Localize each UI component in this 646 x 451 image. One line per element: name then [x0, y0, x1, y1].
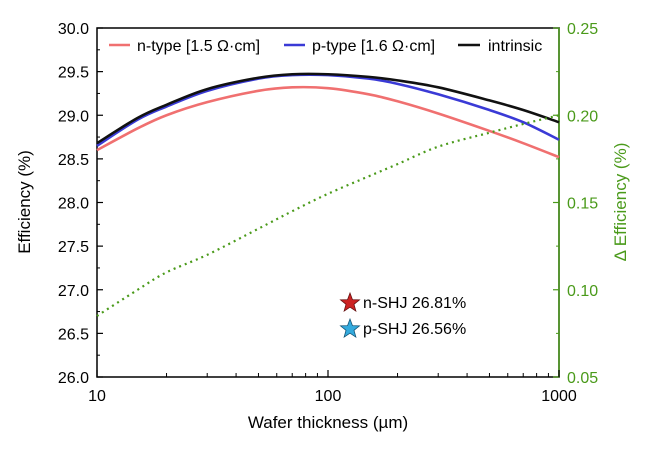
y2-axis-title: Δ Efficiency (%): [611, 143, 630, 262]
y2-tick-label: 0.10: [567, 283, 598, 300]
legend: n-type [1.5 Ω·cm] p-type [1.6 Ω·cm] intr…: [109, 38, 542, 55]
y-tick-label: 27.5: [58, 239, 89, 256]
y-axis-ticks: 26.0 26.5 27.0 27.5 28.0 28.5 29.0 29.5 30.0: [58, 21, 103, 387]
x-tick-label: 10: [88, 388, 106, 405]
series-line-0: [96, 85, 560, 159]
plot-area: [96, 27, 560, 378]
y-axis-title: Efficiency (%): [15, 150, 34, 254]
x-tick-label: 100: [315, 388, 342, 405]
y2-tick-label: 0.15: [567, 196, 598, 213]
series-layer: [96, 72, 560, 317]
x-axis-ticks: 10 100 1000: [88, 370, 577, 405]
y-tick-label: 28.5: [58, 152, 89, 169]
p-shj-label: p-SHJ 26.56%: [363, 321, 466, 338]
annotations: n-SHJ 26.81% p-SHJ 26.56%: [339, 291, 466, 339]
y-tick-label: 29.0: [58, 108, 89, 125]
legend-label-intrinsic: intrinsic: [488, 38, 542, 55]
y-tick-label: 26.5: [58, 326, 89, 343]
y-tick-label: 30.0: [58, 21, 89, 38]
legend-label-n-type: n-type [1.5 Ω·cm]: [137, 38, 260, 55]
series-line-2: [96, 72, 560, 145]
y2-axis-ticks: 0.05 0.10 0.15 0.20 0.25: [553, 21, 598, 387]
y2-tick-label: 0.05: [567, 370, 598, 387]
y2-tick-label: 0.20: [567, 108, 598, 125]
x-tick-label: 1000: [541, 388, 577, 405]
y2-tick-label: 0.25: [567, 21, 598, 38]
legend-label-p-type: p-type [1.6 Ω·cm]: [312, 38, 435, 55]
x-axis-title: Wafer thickness (µm): [248, 413, 408, 432]
p-shj-star-icon: [339, 317, 361, 339]
n-shj-star-icon: [339, 291, 361, 313]
y-tick-label: 27.0: [58, 283, 89, 300]
y-tick-label: 29.5: [58, 65, 89, 82]
n-shj-label: n-SHJ 26.81%: [363, 295, 466, 312]
y-tick-label: 28.0: [58, 196, 89, 213]
y-tick-label: 26.0: [58, 370, 89, 387]
